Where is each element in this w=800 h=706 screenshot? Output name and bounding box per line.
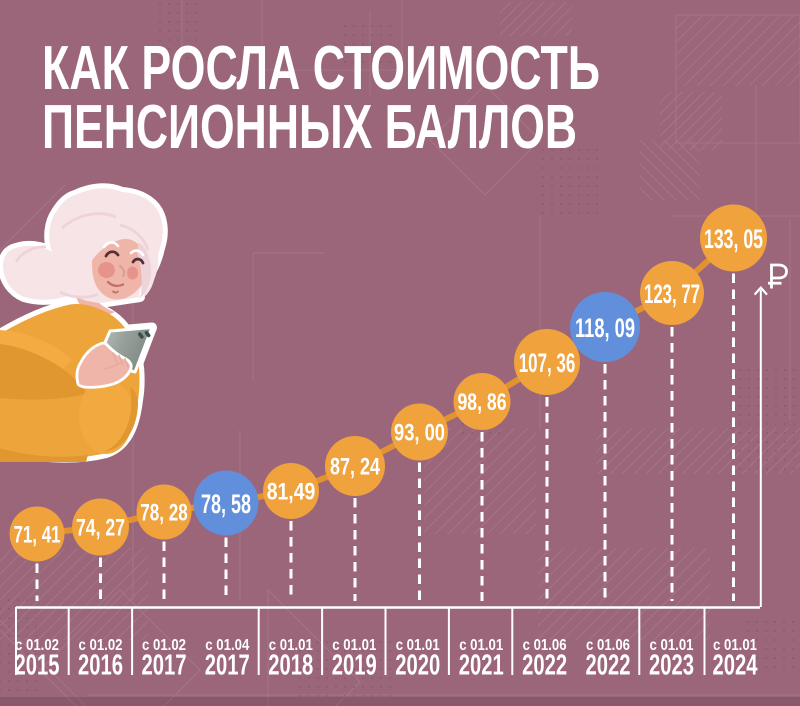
svg-text:с 01.01: с 01.01 <box>332 637 376 654</box>
svg-text:81,49: 81,49 <box>267 479 316 506</box>
svg-text:с 01.04: с 01.04 <box>205 637 249 654</box>
svg-text:с 01.02: с 01.02 <box>79 637 123 654</box>
svg-text:с 01.06: с 01.06 <box>586 637 630 654</box>
svg-text:с 01.06: с 01.06 <box>523 637 567 654</box>
svg-text:74, 27: 74, 27 <box>76 515 125 542</box>
svg-text:2022: 2022 <box>522 650 567 682</box>
svg-text:133, 05: 133, 05 <box>704 224 763 254</box>
svg-text:с 01.02: с 01.02 <box>142 637 186 654</box>
svg-text:78, 58: 78, 58 <box>201 489 251 519</box>
svg-text:118, 09: 118, 09 <box>575 313 635 343</box>
svg-text:2016: 2016 <box>78 650 123 682</box>
svg-text:с 01.01: с 01.01 <box>459 637 503 654</box>
svg-text:2020: 2020 <box>395 650 440 682</box>
svg-text:2022: 2022 <box>586 650 631 682</box>
svg-text:2021: 2021 <box>459 650 504 682</box>
svg-text:с 01.02: с 01.02 <box>15 637 59 654</box>
svg-text:с 01.01: с 01.01 <box>396 637 440 654</box>
svg-text:с 01.01: с 01.01 <box>713 637 757 654</box>
svg-text:2017: 2017 <box>142 650 187 682</box>
svg-text:2024: 2024 <box>713 650 758 682</box>
svg-text:98, 86: 98, 86 <box>458 389 507 416</box>
svg-text:2019: 2019 <box>332 650 377 682</box>
svg-text:КАК РОСЛА СТОИМОСТЬ: КАК РОСЛА СТОИМОСТЬ <box>42 34 600 103</box>
svg-text:78, 28: 78, 28 <box>140 500 188 527</box>
svg-text:87, 24: 87, 24 <box>330 454 380 481</box>
svg-text:107, 36: 107, 36 <box>519 348 576 378</box>
svg-text:с 01.01: с 01.01 <box>650 637 694 654</box>
svg-text:с 01.01: с 01.01 <box>269 637 313 654</box>
svg-text:2015: 2015 <box>15 650 60 682</box>
svg-text:2023: 2023 <box>649 650 694 682</box>
svg-text:2017: 2017 <box>205 650 250 682</box>
svg-text:123, 77: 123, 77 <box>644 279 700 309</box>
svg-text:71, 41: 71, 41 <box>14 522 61 549</box>
svg-text:93, 00: 93, 00 <box>394 420 445 447</box>
svg-text:ПЕНСИОННЫХ БАЛЛОВ: ПЕНСИОННЫХ БАЛЛОВ <box>42 93 577 162</box>
svg-text:2018: 2018 <box>268 650 313 682</box>
